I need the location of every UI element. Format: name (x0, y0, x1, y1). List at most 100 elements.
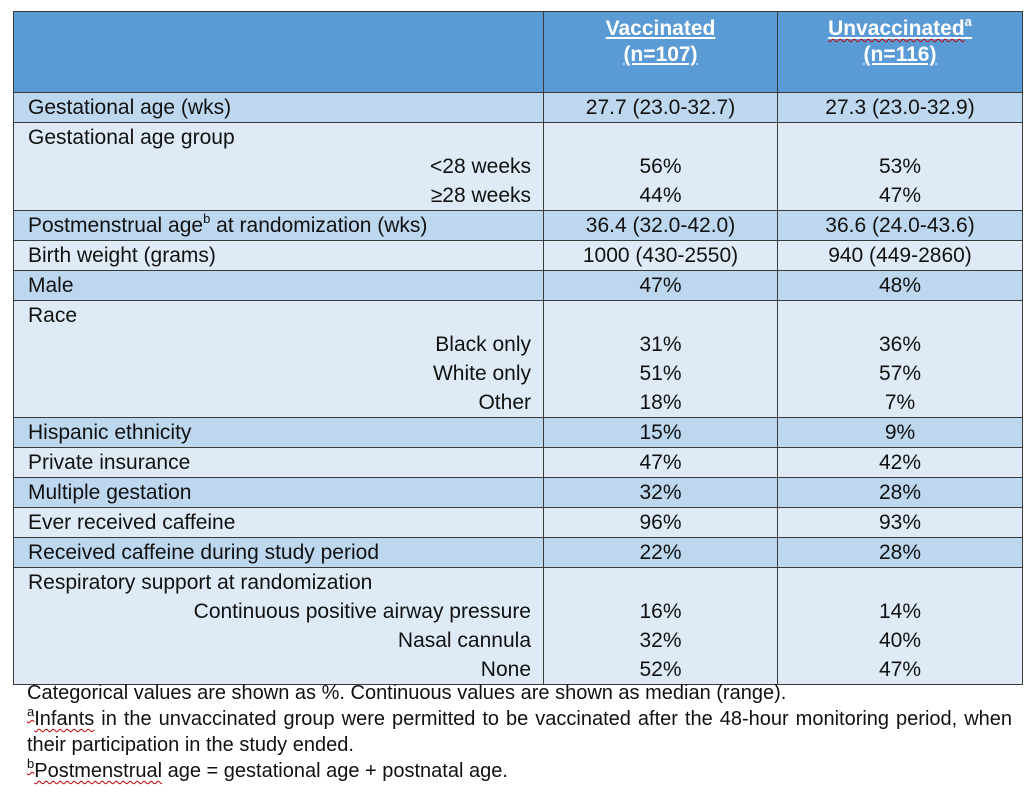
row-label: Ever received caffeine (28, 511, 236, 534)
table-row: Birth weight (grams) 1000 (430-2550) 940 (… (13, 240, 1023, 271)
sub-label: <28 weeks (430, 155, 531, 178)
row-label-cell: Male (13, 270, 544, 301)
vaccinated-value: 51% (639, 362, 682, 385)
table-row: Postmenstrual ageb at randomization (wks… (13, 210, 1023, 241)
header-empty-cell (13, 11, 544, 93)
row-label: Birth weight (grams) (28, 244, 216, 267)
unvaccinated-title: Unvaccinateda (828, 14, 972, 40)
sub-label: Nasal cannula (397, 629, 531, 652)
vaccinated-value: 31% (639, 333, 682, 356)
unvaccinated-value: 93% (878, 511, 922, 534)
unvaccinated-cell: 27.3 (23.0-32.9) (777, 92, 1023, 123)
unvaccinated-cell: 53% 47% (777, 122, 1023, 211)
vaccinated-value: 36.4 (32.0-42.0) (585, 214, 736, 237)
vaccinated-value: 96% (639, 511, 682, 534)
table-body: Gestational age (wks) 27.7 (23.0-32.7) 27.… (13, 92, 1023, 685)
unvaccinated-cell: 36.6 (24.0-43.6) (777, 210, 1023, 241)
vaccinated-cell: 47% (543, 447, 778, 478)
unvaccinated-cell: 940 (449-2860) (777, 240, 1023, 271)
vaccinated-value (544, 301, 777, 330)
row-label: Gestational age group (28, 126, 235, 149)
footnote-b: bPostmenstrual age = gestational age + p… (27, 756, 508, 782)
unvaccinated-cell: 93% (777, 507, 1023, 538)
vaccinated-value (544, 568, 777, 597)
row-label-cell: Postmenstrual ageb at randomization (wks… (13, 210, 544, 241)
vaccinated-value: 32% (639, 481, 682, 504)
header-row: Vaccinated (n=107) Unvaccinateda (n=116) (13, 11, 1023, 93)
vaccinated-cell: 27.7 (23.0-32.7) (543, 92, 778, 123)
table-row: Respiratory support at randomization Cont… (13, 567, 1023, 685)
sub-label: ≥28 weeks (430, 184, 531, 207)
row-label: Private insurance (28, 451, 191, 474)
row-label: Gestational age (wks) (28, 96, 232, 119)
unvaccinated-cell: 14% 40% 47% (777, 567, 1023, 685)
unvaccinated-value: 42% (878, 451, 922, 474)
table-row: Hispanic ethnicity 15% 9% (13, 417, 1023, 448)
unvaccinated-value: 27.3 (23.0-32.9) (825, 96, 975, 119)
table-row: Gestational age (wks) 27.7 (23.0-32.7) 27.… (13, 92, 1023, 123)
vaccinated-cell: 36.4 (32.0-42.0) (543, 210, 778, 241)
row-label-cell: Hispanic ethnicity (13, 417, 544, 448)
table-footnotes: Categorical values are shown as %. Conti… (27, 680, 1012, 784)
row-label: Received caffeine during study period (28, 541, 380, 564)
unvaccinated-value: 28% (878, 481, 922, 504)
unvaccinated-cell: 48% (777, 270, 1023, 301)
row-label: Multiple gestation (28, 481, 192, 504)
vaccinated-value: 32% (639, 629, 682, 652)
unvaccinated-cell: 28% (777, 537, 1023, 568)
row-label-cell: Received caffeine during study period (13, 537, 544, 568)
vaccinated-value: 27.7 (23.0-32.7) (585, 96, 736, 119)
vaccinated-cell: 22% (543, 537, 778, 568)
vaccinated-cell: 31% 51% 18% (543, 300, 778, 418)
unvaccinated-cell: 36% 57% 7% (777, 300, 1023, 418)
header-vaccinated: Vaccinated (n=107) (543, 11, 778, 93)
header-unvaccinated: Unvaccinateda (n=116) (777, 11, 1023, 93)
unvaccinated-cell: 28% (777, 477, 1023, 508)
vaccinated-title: Vaccinated (605, 17, 716, 40)
vaccinated-value: 22% (639, 541, 682, 564)
unvaccinated-cell: 42% (777, 447, 1023, 478)
row-label: Male (28, 274, 74, 297)
vaccinated-cell: 32% (543, 477, 778, 508)
row-label-cell: Birth weight (grams) (13, 240, 544, 271)
sub-label: Black only (435, 333, 531, 356)
vaccinated-cell: 1000 (430-2550) (543, 240, 778, 271)
table-row: Race Black only White only Other 31% 51% 18% … (13, 300, 1023, 418)
vaccinated-cell: 96% (543, 507, 778, 538)
unvaccinated-value: 36% (878, 333, 922, 356)
footnote-a: aInfants in the unvaccinated group were … (27, 704, 1012, 756)
row-label: Respiratory support at randomization (28, 571, 373, 594)
characteristics-table: Vaccinated (n=107) Unvaccinateda (n=116)… (13, 11, 1023, 685)
vaccinated-value: 44% (639, 184, 682, 207)
sub-label: Other (478, 391, 531, 414)
unvaccinated-value: 7% (884, 391, 916, 414)
row-label: Race (28, 304, 78, 327)
unvaccinated-value (778, 301, 1022, 330)
unvaccinated-value: 36.6 (24.0-43.6) (825, 214, 975, 237)
row-label-cell: Gestational age group <28 weeks ≥28 weeks (13, 122, 544, 211)
vaccinated-n: (n=107) (623, 43, 698, 66)
vaccinated-cell: 16% 32% 52% (543, 567, 778, 685)
row-label-cell: Ever received caffeine (13, 507, 544, 538)
table-row: Private insurance 47% 42% (13, 447, 1023, 478)
unvaccinated-value (778, 123, 1022, 152)
vaccinated-cell: 47% (543, 270, 778, 301)
unvaccinated-cell: 9% (777, 417, 1023, 448)
row-label: Postmenstrual ageb at randomization (wks… (28, 211, 428, 237)
vaccinated-value: 56% (639, 155, 682, 178)
vaccinated-value: 18% (639, 391, 682, 414)
table-row: Ever received caffeine 96% 93% (13, 507, 1023, 538)
sub-label: Continuous positive airway pressure (193, 600, 531, 623)
row-label-cell: Private insurance (13, 447, 544, 478)
vaccinated-cell: 56% 44% (543, 122, 778, 211)
vaccinated-value: 1000 (430-2550) (582, 244, 739, 267)
vaccinated-value (544, 123, 777, 152)
unvaccinated-value: 47% (878, 658, 922, 681)
unvaccinated-value: 9% (884, 421, 916, 444)
unvaccinated-value: 47% (878, 184, 922, 207)
unvaccinated-value: 48% (878, 274, 922, 297)
vaccinated-value: 52% (639, 658, 682, 681)
row-label-cell: Gestational age (wks) (13, 92, 544, 123)
unvaccinated-value: 53% (878, 155, 922, 178)
table-row: Multiple gestation 32% 28% (13, 477, 1023, 508)
